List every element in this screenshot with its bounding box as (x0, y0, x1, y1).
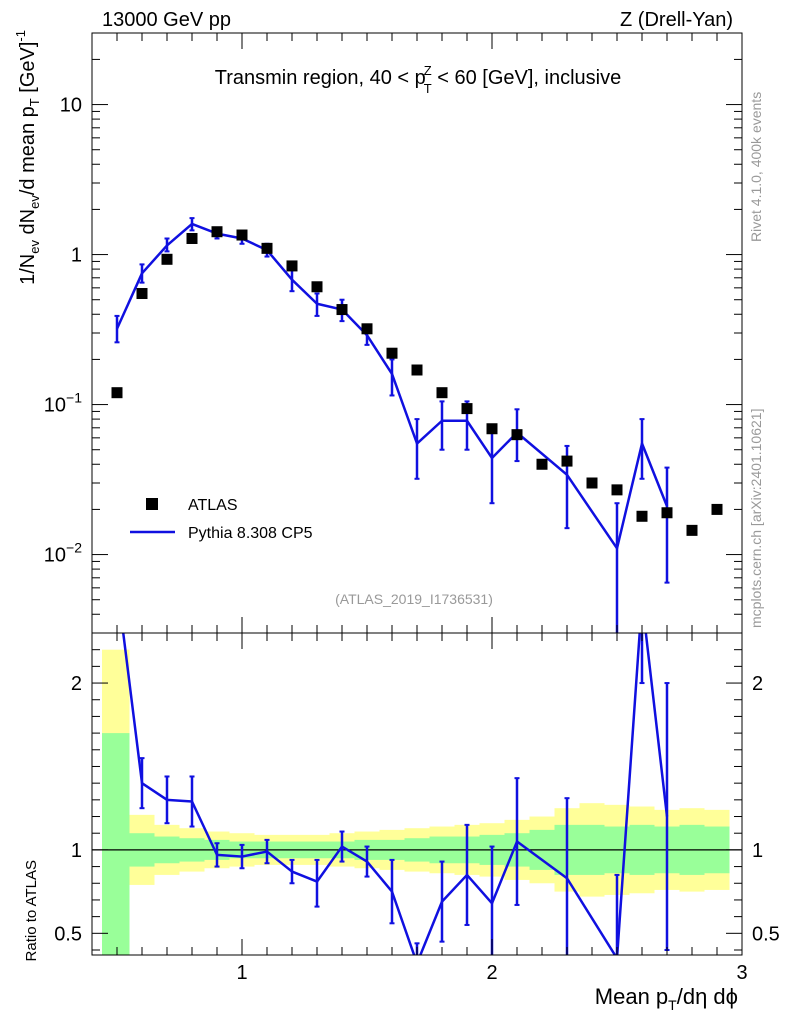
atlas-data-point (711, 503, 723, 515)
main-y-axis-label: 1/Nev dNev/d mean pT [GeV]-1 (13, 30, 42, 285)
main-frame (91, 32, 743, 634)
atlas-data-point (586, 477, 598, 489)
x-tick-label: 3 (736, 962, 747, 984)
atlas-data-point (286, 260, 298, 272)
ratio-frame (91, 632, 743, 956)
main-y-tick-label: 10 (60, 95, 82, 117)
atlas-data-point (311, 281, 323, 293)
ratio-y-tick-label-right: 2 (752, 673, 763, 695)
atlas-data-point (386, 347, 398, 359)
ratio-y-tick-label-right: 0.5 (752, 923, 780, 945)
atlas-data-point (636, 510, 648, 522)
pythia-line (115, 222, 669, 550)
atlas-data-point (361, 323, 373, 335)
atlas-data-point (161, 253, 173, 265)
atlas-data-point (611, 484, 623, 496)
main-title: Transmin region, 40 < pZ T < 60 [GeV], in… (215, 63, 622, 96)
ratio-y-axis-label: Ratio to ATLAS (23, 860, 40, 961)
analysis-watermark: (ATLAS_2019_I1736531) (335, 591, 493, 607)
main-y-tick-label: 10−2 (44, 540, 82, 567)
main-panel: 10 1 10−1 10−2 Transmin region, 40 < pZ T < … (13, 30, 743, 634)
mcplots-label: mcplots.cern.ch [arXiv:2401.10621] (748, 409, 764, 628)
atlas-data-point (186, 232, 198, 244)
atlas-data-point (536, 458, 548, 470)
atlas-data-point (236, 229, 248, 241)
ratio-y-tick-label-right: 1 (752, 840, 763, 862)
ratio-y-tick-label: 1 (71, 840, 82, 862)
atlas-data-point (661, 507, 673, 519)
x-axis-label: Mean pT/dη dϕ (595, 984, 738, 1013)
ratio-inner-band (102, 733, 130, 955)
x-tick-label: 1 (236, 962, 247, 984)
atlas-data-point (511, 429, 523, 441)
main-y-tick-label: 10−1 (44, 390, 82, 417)
atlas-data-point (436, 387, 448, 399)
ratio-panel: 0.5 0.5 1 1 2 2 1 2 3 Ratio to ATLAS Mean pT/dη… (23, 632, 780, 1013)
atlas-data-point (111, 387, 123, 399)
legend-atlas-label: ATLAS (188, 497, 238, 514)
atlas-data-point (461, 403, 473, 415)
main-y-tick-label: 1 (71, 245, 82, 267)
x-tick-label: 2 (486, 962, 497, 984)
header-left: 13000 GeV pp (102, 9, 231, 31)
atlas-data-point (411, 364, 423, 376)
legend-atlas-marker (146, 498, 158, 510)
atlas-data-point (261, 242, 273, 254)
legend: ATLAS Pythia 8.308 CP5 (130, 497, 313, 542)
legend-pythia-label: Pythia 8.308 CP5 (188, 525, 313, 542)
atlas-data-point (211, 226, 223, 238)
ratio-line (121, 633, 669, 955)
rivet-label: Rivet 4.1.0, 400k events (748, 92, 764, 242)
ratio-y-tick-label: 0.5 (54, 923, 82, 945)
atlas-data-point (686, 524, 698, 536)
atlas-data-point (136, 288, 148, 300)
atlas-data-point (336, 304, 348, 316)
atlas-data-point (561, 455, 573, 467)
ratio-y-tick-label: 2 (71, 673, 82, 695)
atlas-data-point (486, 423, 498, 435)
header-right: Z (Drell-Yan) (620, 9, 733, 31)
